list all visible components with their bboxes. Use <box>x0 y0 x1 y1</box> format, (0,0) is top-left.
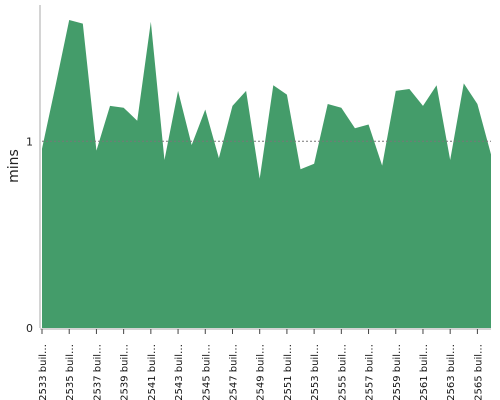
x-tick-label: #2561 buil… <box>419 344 430 400</box>
y-axis-label: mins <box>6 149 22 183</box>
x-tick-label: #2537 buil… <box>92 344 103 400</box>
x-tick-label: #2545 buil… <box>201 344 212 400</box>
axes <box>39 5 491 330</box>
area-fill <box>42 19 491 328</box>
x-axis-ticks: #2533 buil… #2535 buil… #2537 buil… #2539 b… <box>38 329 484 400</box>
x-tick-label: #2565 buil… <box>473 344 484 400</box>
x-tick-label: #2563 buil… <box>446 344 457 400</box>
x-tick-label: #2543 buil… <box>174 344 185 400</box>
y-tick-label: 0 <box>26 322 33 335</box>
x-tick-label: #2549 buil… <box>256 344 267 400</box>
x-tick-label: #2539 buil… <box>120 344 131 400</box>
x-tick-label: #2559 buil… <box>392 344 403 400</box>
x-tick-label: #2557 buil… <box>365 344 376 400</box>
y-axis-ticks: 01 <box>26 135 33 335</box>
x-tick-label: #2555 buil… <box>337 344 348 400</box>
area-series <box>42 19 491 328</box>
y-tick-label: 1 <box>26 135 33 148</box>
x-tick-label: #2541 buil… <box>147 344 158 400</box>
x-tick-label: #2553 buil… <box>310 344 321 400</box>
x-tick-label: #2551 buil… <box>283 344 294 400</box>
x-tick-label: #2535 buil… <box>65 344 76 400</box>
x-tick-label: #2547 buil… <box>228 344 239 400</box>
x-tick-label: #2533 buil… <box>38 344 49 400</box>
